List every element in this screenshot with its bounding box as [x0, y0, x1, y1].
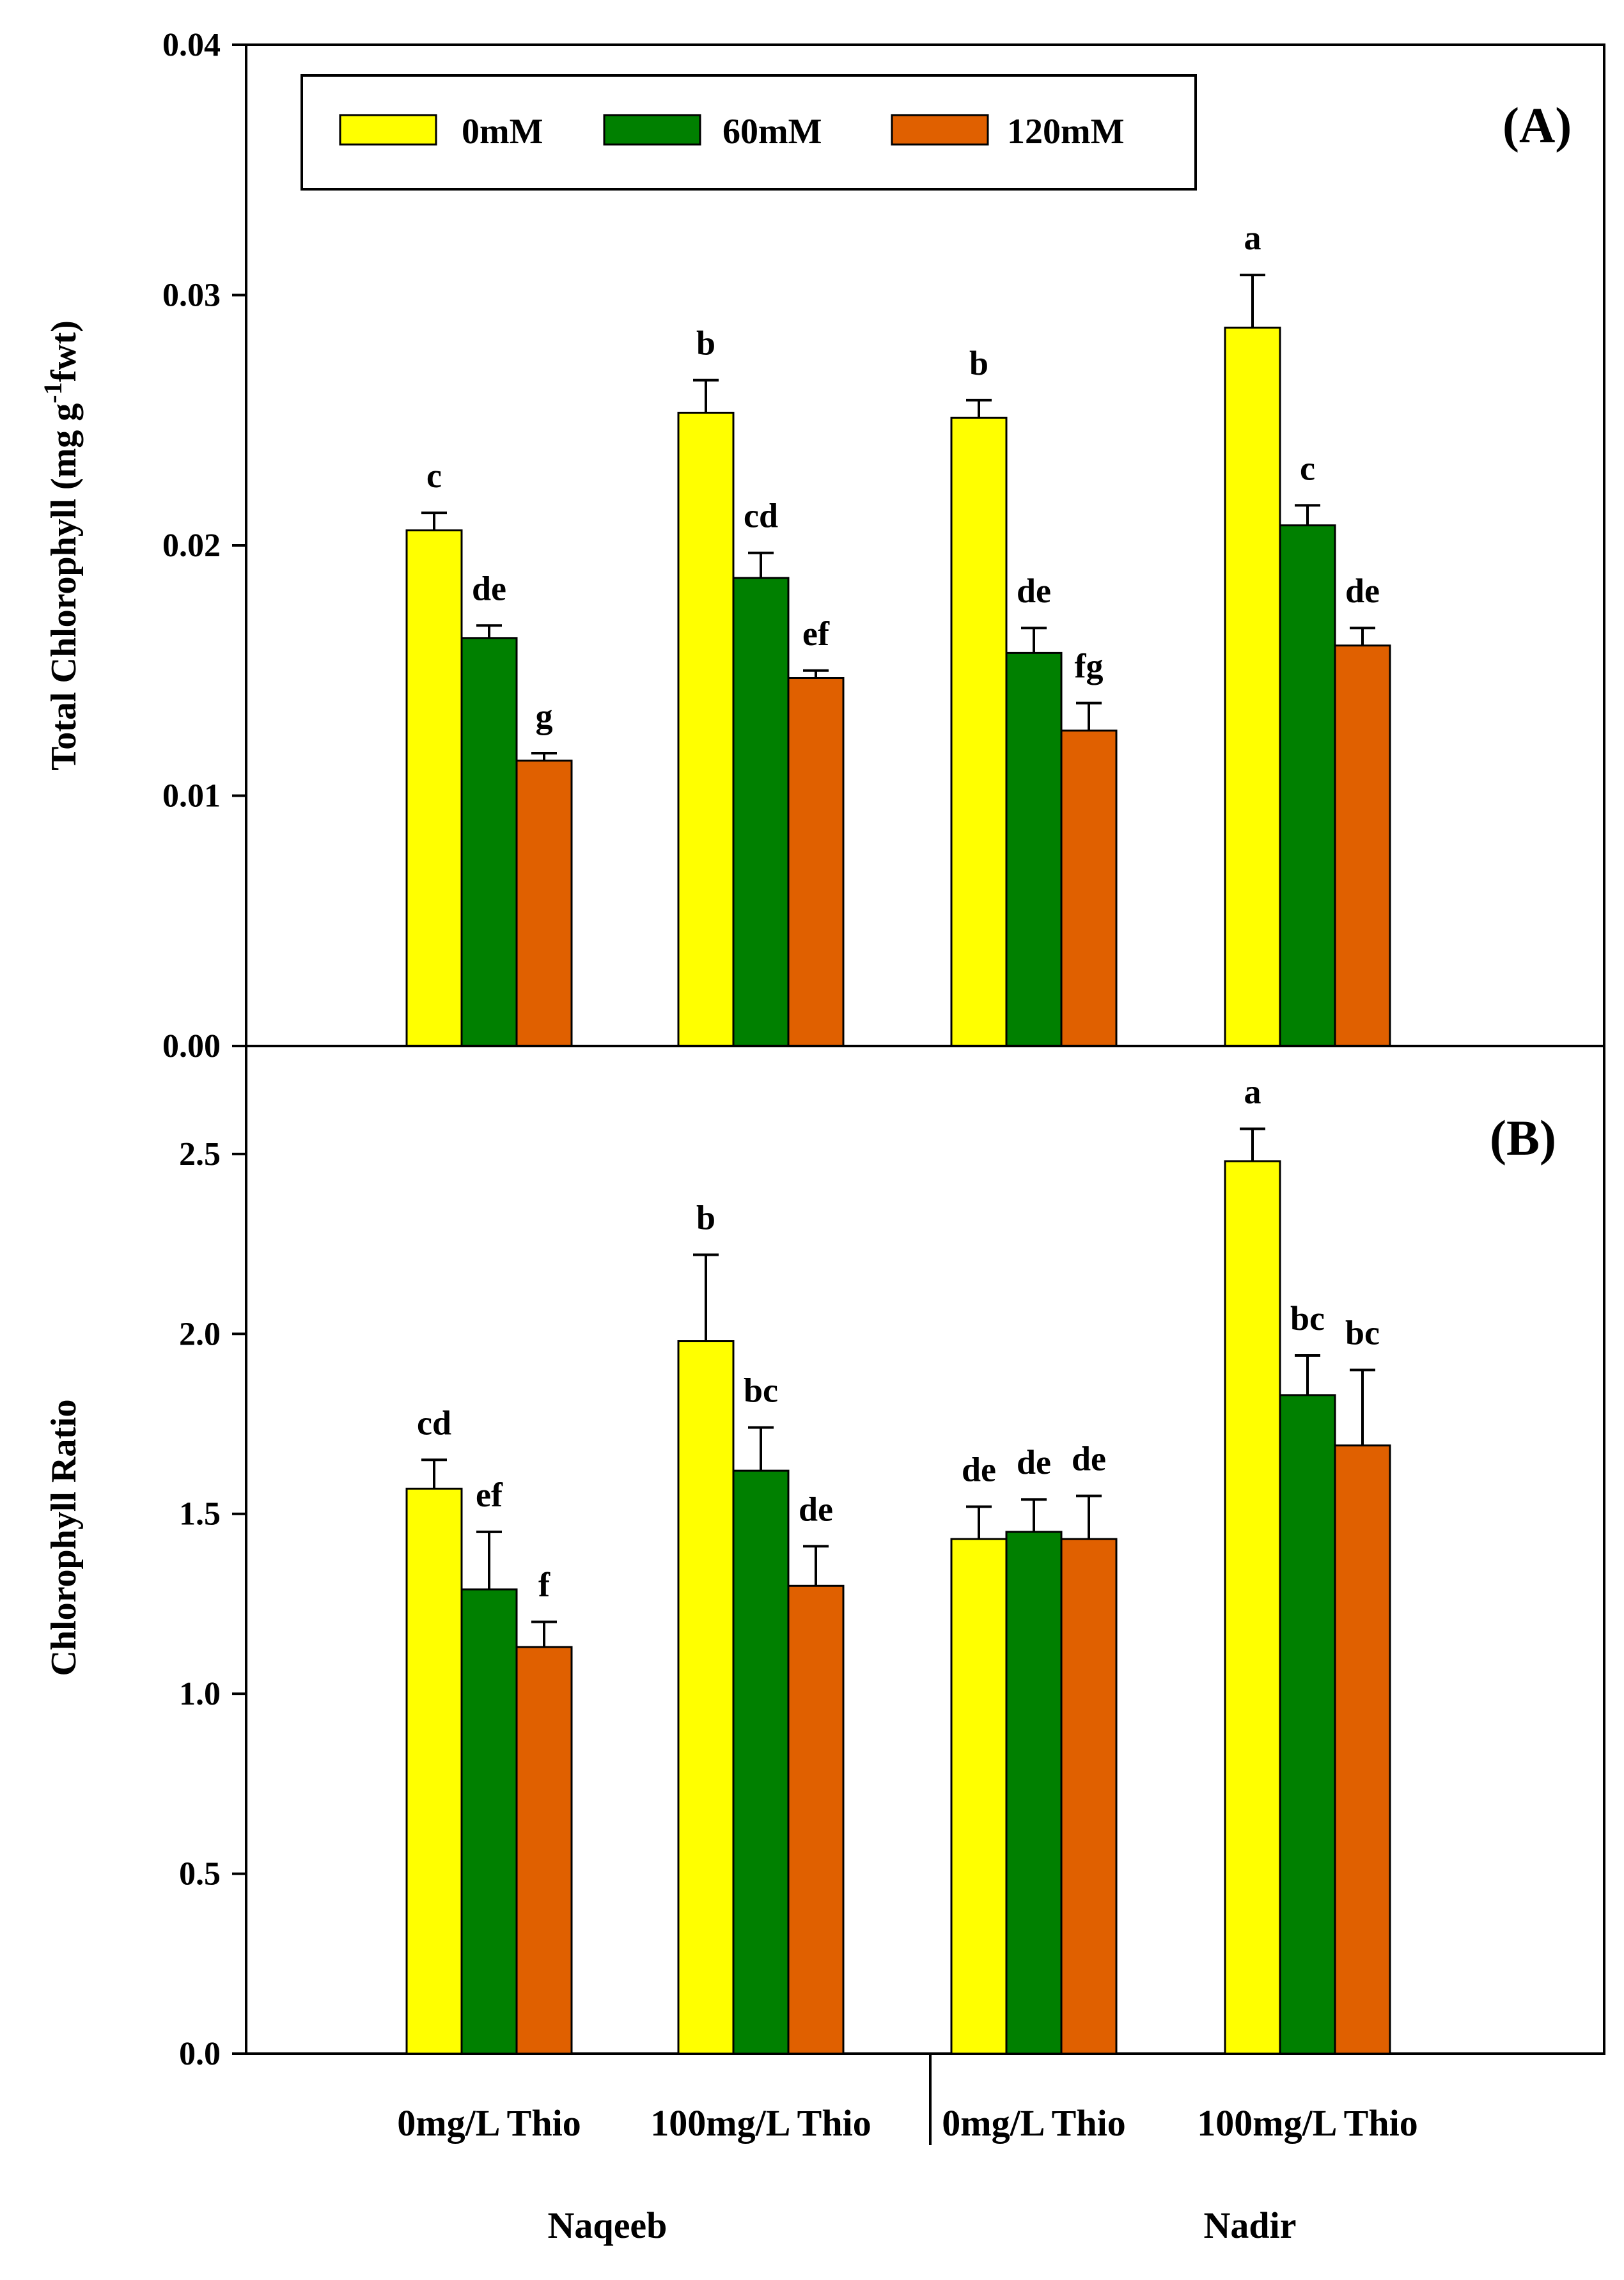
panel-b-bar — [405, 1487, 463, 2055]
panel-a-bar — [1334, 644, 1391, 1047]
panel-a-bar — [1279, 524, 1336, 1047]
panel-b-significance-label: f — [538, 1566, 550, 1604]
panel-b-y-tick-label: 0.0 — [179, 2036, 221, 2072]
panel-b-significance-label: a — [1244, 1072, 1261, 1111]
panel-a-y-tick-label: 0.01 — [162, 778, 221, 815]
legend-label-0mM: 0mM — [462, 112, 543, 152]
panel-a-y-tick-label: 0.00 — [162, 1028, 221, 1065]
panel-a-bar — [1060, 730, 1118, 1047]
panel-b-bar — [1334, 1444, 1391, 2055]
variety-label-naqeeb: Naqeeb — [548, 2205, 668, 2246]
panel-a-y-axis-title-tail: fwt) — [44, 320, 84, 382]
panel-a-significance-label: g — [536, 697, 553, 735]
panel-a-significance-label: c — [426, 457, 442, 495]
panel-a-bar — [1224, 326, 1281, 1047]
x-axis-labels: 0mg/L Thio 100mg/L Thio 0mg/L Thio 100mg/L … — [397, 2102, 1417, 2144]
panel-b-bar — [1279, 1394, 1336, 2055]
panel-a-significance-label: ef — [802, 614, 830, 653]
panel-a-bar — [1005, 652, 1063, 1047]
panel-a-significance-label: a — [1244, 219, 1261, 257]
panel-b-significance-label: bc — [1345, 1314, 1380, 1352]
panel-a-label: (A) — [1503, 97, 1572, 153]
panel-a-bar — [515, 760, 573, 1047]
panel-b-significance-label: ef — [476, 1476, 503, 1514]
panel-a-significance-label: de — [472, 569, 506, 607]
panel-b-y-ticks: 0.0 0.5 1.0 1.5 2.0 2.5 — [179, 1136, 246, 2072]
panel-b: 0.00.51.01.52.02.5 cdbdeaefbcdebcfdedebc… — [44, 1045, 1605, 2072]
panel-b-bar — [787, 1584, 845, 2055]
panel-b-significance-label: de — [1072, 1440, 1106, 1478]
panel-a-bar — [950, 416, 1008, 1047]
legend-label-60mM: 60mM — [722, 112, 822, 152]
panel-b-bar — [732, 1469, 790, 2055]
panel-a-bar — [732, 577, 790, 1047]
panel-a-significance-label: de — [1017, 572, 1051, 610]
panel-b-bar — [460, 1588, 518, 2055]
panel-b-label: (B) — [1490, 1110, 1556, 1166]
panel-b-bar — [1005, 1531, 1063, 2055]
panel-a-significance-label: b — [969, 344, 988, 382]
panel-b-frame — [245, 1045, 1605, 2055]
panel-a-significance-label: fg — [1075, 647, 1104, 685]
legend-box — [301, 74, 1197, 191]
panel-b-bar — [1224, 1160, 1281, 2055]
panel-b-significance-label: bc — [744, 1371, 778, 1410]
legend: 0mM 60mM 120mM — [301, 74, 1197, 191]
panel-a-y-axis-title-main: Total Chlorophyll (mg g — [44, 403, 84, 770]
x-category-label: 100mg/L Thio — [1197, 2102, 1417, 2144]
panel-b-y-tick-label: 1.5 — [179, 1496, 221, 1533]
panel-b-y-tick-label: 1.0 — [179, 1676, 221, 1712]
x-category-label: 0mg/L Thio — [942, 2102, 1125, 2144]
panel-b-y-axis-title: Chlorophyll Ratio — [44, 1399, 84, 1676]
x-category-label: 100mg/L Thio — [650, 2102, 871, 2144]
x-category-label: 0mg/L Thio — [397, 2102, 581, 2144]
panel-b-bar — [1060, 1538, 1118, 2055]
panel-b-significance-label: de — [1017, 1443, 1051, 1481]
panel-b-significance-label: de — [962, 1450, 996, 1488]
panel-b-bar — [515, 1646, 573, 2055]
panel-b-significance-label: cd — [417, 1403, 451, 1442]
panel-a-significance-label: de — [1345, 572, 1380, 610]
panel-a-significance-label: c — [1300, 449, 1315, 487]
panel-a-y-ticks: 0.00 0.01 0.02 0.03 0.04 — [162, 27, 246, 1065]
panel-a-significance-label: b — [696, 324, 715, 363]
legend-label-120mM: 120mM — [1007, 112, 1125, 152]
panel-b-y-tick-label: 2.5 — [179, 1136, 221, 1173]
legend-swatch-0mM — [339, 114, 437, 146]
variety-label-nadir: Nadir — [1204, 2205, 1297, 2246]
panel-a-bar — [787, 676, 845, 1047]
panel-b-bar — [677, 1340, 735, 2055]
panel-a-y-tick-label: 0.03 — [162, 277, 221, 314]
panel-a-bar — [405, 529, 463, 1047]
panel-a-bar — [460, 637, 518, 1047]
panel-a-bar — [677, 412, 735, 1047]
panel-a-y-axis-title: Total Chlorophyll (mg g-1fwt) — [38, 320, 84, 770]
panel-b-y-tick-label: 0.5 — [179, 1856, 221, 1893]
panel-b-significance-label: de — [799, 1490, 833, 1528]
panel-a-y-tick-label: 0.02 — [162, 527, 221, 564]
panel-b-bar — [950, 1538, 1008, 2055]
panel-b-significance-label: bc — [1290, 1299, 1325, 1338]
panel-a-y-tick-label: 0.04 — [162, 27, 221, 63]
legend-swatch-120mM — [891, 114, 989, 146]
legend-swatch-60mM — [603, 114, 701, 146]
panel-a-significance-label: cd — [744, 497, 778, 535]
panel-b-y-tick-label: 2.0 — [179, 1316, 221, 1352]
panel-b-significance-label: b — [696, 1198, 715, 1237]
panel-a-y-axis-title-sup: -1 — [38, 382, 67, 403]
